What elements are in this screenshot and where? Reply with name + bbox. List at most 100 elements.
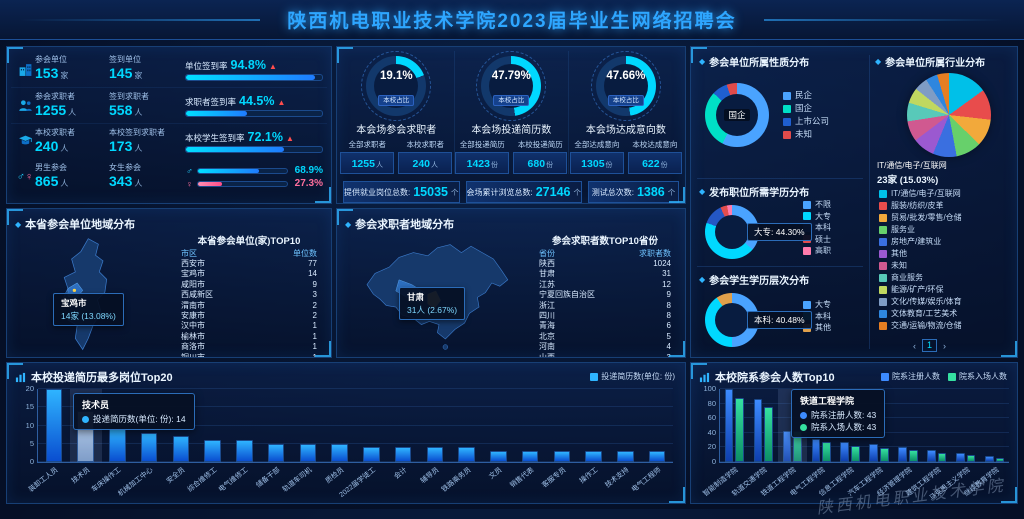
table-row[interactable]: 榆林市 1 bbox=[173, 332, 325, 342]
table-row[interactable]: 西咸新区 3 bbox=[173, 290, 325, 300]
industry-pie-chart[interactable] bbox=[907, 73, 991, 157]
table-cell: 77 bbox=[308, 259, 317, 268]
table-row[interactable]: 浙江 8 bbox=[531, 301, 679, 311]
bar[interactable] bbox=[753, 399, 763, 462]
bar[interactable] bbox=[458, 447, 475, 462]
bar[interactable] bbox=[172, 436, 190, 462]
legend-item[interactable]: 高职 bbox=[803, 245, 831, 257]
bar[interactable] bbox=[109, 429, 126, 462]
legend-item[interactable]: 不限 bbox=[803, 199, 831, 211]
bar[interactable] bbox=[898, 447, 907, 462]
legend-item[interactable]: 文化/传媒/娱乐/体育 bbox=[879, 296, 962, 308]
bar[interactable] bbox=[851, 445, 860, 462]
table-row[interactable]: 山西 3 bbox=[531, 353, 679, 357]
bar[interactable] bbox=[984, 456, 994, 462]
bar[interactable] bbox=[521, 451, 539, 462]
legend-item[interactable]: 民企 bbox=[783, 89, 829, 102]
table-row[interactable]: 甘肃 31 bbox=[531, 269, 679, 279]
legend-item[interactable]: 未知 bbox=[783, 128, 829, 141]
female-value-line: 343 人 bbox=[109, 173, 183, 191]
bar[interactable] bbox=[299, 443, 317, 462]
nature-donut-chart[interactable]: 国企 bbox=[705, 83, 769, 147]
table-row[interactable]: 青海 6 bbox=[531, 321, 679, 331]
legend-swatch bbox=[879, 262, 887, 270]
bar[interactable] bbox=[879, 448, 889, 462]
paginator-prev-button[interactable]: ‹ bbox=[913, 340, 916, 351]
bar[interactable] bbox=[648, 451, 666, 462]
bar[interactable] bbox=[140, 432, 158, 462]
legend-item[interactable]: 文体教育/工艺美术 bbox=[879, 308, 962, 320]
legend-item[interactable]: 商业服务 bbox=[879, 272, 962, 284]
table-cell: 8 bbox=[666, 311, 671, 321]
table-row[interactable]: 咸阳市 9 bbox=[173, 280, 325, 290]
legend-item[interactable]: 未知 bbox=[879, 260, 962, 272]
legend-label: 院系入场人数 bbox=[959, 372, 1007, 381]
bar[interactable] bbox=[363, 447, 380, 462]
table-row[interactable]: 四川 8 bbox=[531, 311, 679, 321]
bar[interactable] bbox=[908, 450, 918, 462]
legend-item[interactable]: 服务业 bbox=[879, 224, 962, 236]
bar[interactable] bbox=[490, 451, 507, 462]
bar[interactable] bbox=[966, 455, 976, 462]
bar[interactable] bbox=[927, 450, 936, 462]
china-map[interactable]: 甘肃 31人 (2.67%) bbox=[341, 235, 529, 355]
bar[interactable] bbox=[764, 406, 774, 462]
student-education-donut-chart[interactable] bbox=[705, 293, 759, 347]
bar[interactable] bbox=[426, 447, 444, 462]
bar[interactable] bbox=[995, 457, 1005, 462]
table-row[interactable]: 宝鸡市 14 bbox=[173, 269, 325, 279]
bar[interactable] bbox=[236, 440, 253, 462]
legend-item[interactable]: 服装/纺织/皮革 bbox=[879, 200, 962, 212]
table-row[interactable]: 宁夏回族自治区 9 bbox=[531, 290, 679, 300]
table-row[interactable]: 渭南市 2 bbox=[173, 301, 325, 311]
table-row[interactable]: 汉中市 1 bbox=[173, 321, 325, 331]
legend-item[interactable]: 大专 bbox=[803, 211, 831, 223]
table-row[interactable]: 陕西 1024 bbox=[531, 259, 679, 269]
table-row[interactable]: 江苏 12 bbox=[531, 280, 679, 290]
bar[interactable] bbox=[956, 453, 965, 462]
legend-item[interactable]: 院系注册人数 bbox=[881, 371, 940, 382]
table-row[interactable]: 安康市 2 bbox=[173, 311, 325, 321]
bar[interactable] bbox=[45, 389, 63, 462]
legend-label: 硕士 bbox=[815, 234, 831, 244]
gauge-stats: 全部达成意向 1305份 本校达成意向 622份 bbox=[569, 139, 683, 174]
legend-item[interactable]: 大专 bbox=[803, 299, 831, 311]
table-row[interactable]: 北京 5 bbox=[531, 332, 679, 342]
bar[interactable] bbox=[394, 447, 412, 462]
table-cell: 9 bbox=[312, 279, 317, 289]
table-row[interactable]: 河南 4 bbox=[531, 342, 679, 352]
legend-item[interactable]: 其他 bbox=[879, 248, 962, 260]
paginator-next-button[interactable]: › bbox=[943, 340, 947, 351]
legend-item[interactable]: 能源/矿产/环保 bbox=[879, 284, 962, 296]
legend-item[interactable]: IT/通信/电子/互联网 bbox=[879, 188, 962, 200]
bar[interactable] bbox=[869, 444, 878, 462]
table-cell: 汉中市 bbox=[181, 321, 205, 331]
bar[interactable] bbox=[585, 451, 602, 462]
legend-item[interactable]: 上市公司 bbox=[783, 115, 829, 128]
bar[interactable] bbox=[724, 389, 734, 462]
legend-item[interactable]: 贸易/批发/零售/仓储 bbox=[879, 212, 962, 224]
bar[interactable] bbox=[735, 397, 745, 462]
gauge-block-attendees: 19.1% 本校占比 本会场参会求职者 全部求职者 1255人 本校求职者 24… bbox=[339, 51, 454, 174]
legend-item[interactable]: 房地产/建筑业 bbox=[879, 236, 962, 248]
legend-item[interactable]: 投递简历数(单位: 份) bbox=[590, 371, 675, 382]
bar[interactable] bbox=[782, 430, 792, 462]
legend-item[interactable]: 交通/运输/物流/仓储 bbox=[879, 320, 962, 332]
bar[interactable] bbox=[553, 451, 571, 462]
bar[interactable] bbox=[204, 440, 221, 462]
table-row[interactable]: 商洛市 1 bbox=[173, 342, 325, 352]
job-education-donut-chart[interactable] bbox=[705, 205, 759, 259]
table-row[interactable]: 铜川市 1 bbox=[173, 353, 325, 357]
bar[interactable] bbox=[811, 439, 821, 462]
table-cell: 1 bbox=[312, 331, 317, 341]
legend-item[interactable]: 院系入场人数 bbox=[948, 371, 1007, 382]
bar[interactable] bbox=[822, 442, 831, 462]
bar[interactable] bbox=[840, 442, 850, 462]
bar[interactable] bbox=[937, 452, 947, 462]
bar[interactable] bbox=[267, 443, 285, 462]
shaanxi-map[interactable]: 宝鸡市 14家 (13.08%) bbox=[11, 235, 171, 355]
bar[interactable] bbox=[617, 451, 634, 462]
legend-item[interactable]: 国企 bbox=[783, 102, 829, 115]
table-row[interactable]: 西安市 77 bbox=[173, 259, 325, 269]
bar[interactable] bbox=[331, 443, 348, 462]
